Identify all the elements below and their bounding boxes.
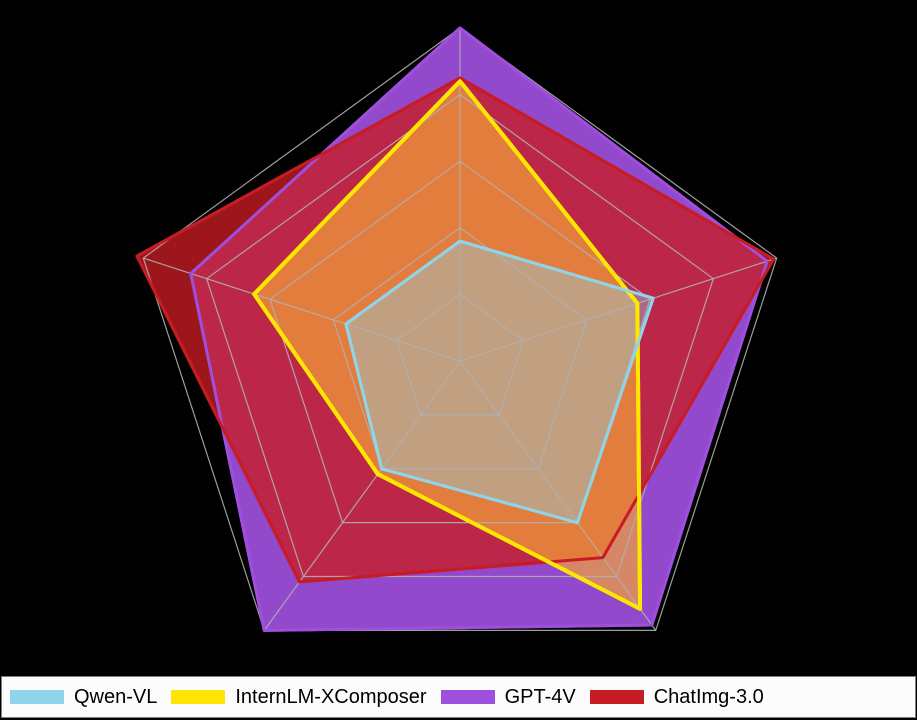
legend-swatch-chatimg xyxy=(590,690,644,704)
legend: Qwen-VL InternLM-XComposer GPT-4V ChatIm… xyxy=(1,676,916,718)
legend-label-chatimg: ChatImg-3.0 xyxy=(654,686,764,709)
radar-chart-svg xyxy=(0,0,917,720)
radar-chart-container: Qwen-VL InternLM-XComposer GPT-4V ChatIm… xyxy=(0,0,917,720)
legend-label-qwen: Qwen-VL xyxy=(74,686,157,709)
legend-item-qwen: Qwen-VL xyxy=(10,686,157,709)
legend-item-internlm: InternLM-XComposer xyxy=(171,686,426,709)
legend-swatch-qwen xyxy=(10,690,64,704)
legend-item-chatimg: ChatImg-3.0 xyxy=(590,686,764,709)
legend-item-gpt4v: GPT-4V xyxy=(441,686,576,709)
legend-swatch-gpt4v xyxy=(441,690,495,704)
legend-swatch-internlm xyxy=(171,690,225,704)
legend-label-gpt4v: GPT-4V xyxy=(505,686,576,709)
legend-label-internlm: InternLM-XComposer xyxy=(235,686,426,709)
